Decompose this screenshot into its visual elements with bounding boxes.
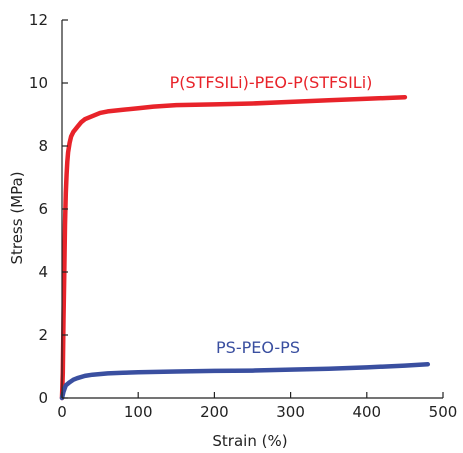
y-axis-label: Stress (MPa) (8, 171, 26, 264)
y-tick-label: 10 (29, 74, 48, 92)
series-line-1 (59, 362, 431, 401)
series-label-ps-peo-ps: PS-PEO-PS (216, 338, 300, 357)
y-tick-label: 8 (38, 137, 48, 155)
y-tick-label: 6 (38, 200, 48, 218)
y-tick-label: 0 (38, 389, 48, 407)
x-tick-label: 400 (352, 403, 381, 421)
x-axis-ticks: 0 100 200 300 400 500 (57, 392, 457, 421)
y-axis-ticks: 0 2 4 6 8 10 12 (29, 11, 68, 407)
y-tick-label: 2 (38, 326, 48, 344)
x-tick-label: 200 (200, 403, 229, 421)
x-tick-label: 0 (57, 403, 67, 421)
x-tick-label: 500 (429, 403, 458, 421)
x-axis-label: Strain (%) (212, 432, 287, 450)
y-tick-label: 12 (29, 11, 48, 29)
x-tick-label: 300 (276, 403, 305, 421)
x-tick-label: 100 (124, 403, 153, 421)
series-label-p-stfsili-peo-p-stfsili: P(STFSILi)-PEO-P(STFSILi) (170, 73, 373, 92)
y-tick-label: 4 (38, 263, 48, 281)
